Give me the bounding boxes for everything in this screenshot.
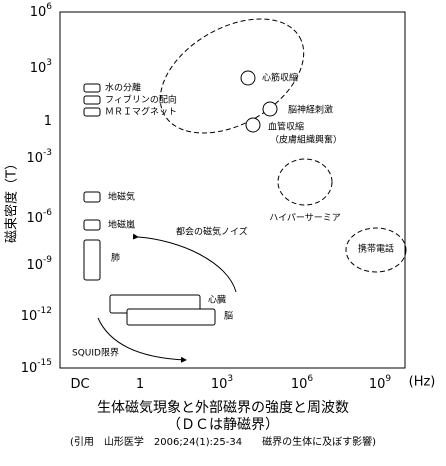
tick-base: 10	[21, 309, 38, 324]
label: 携帯電話	[358, 243, 394, 255]
x-tick-label: 109	[369, 374, 392, 392]
curve	[97, 317, 187, 363]
x-tick-label: 103	[211, 374, 233, 392]
tick-exponent: 9	[385, 374, 391, 384]
caption-subtitle: （ＤＣは静磁界）	[167, 417, 279, 433]
region	[83, 107, 101, 117]
region	[83, 219, 101, 231]
label: 脳	[224, 310, 233, 322]
region-dashed	[345, 227, 407, 273]
tick-base: 10	[26, 211, 43, 226]
label: 心臓	[208, 295, 226, 306]
y-axis-title: 磁束密度（T）	[4, 157, 20, 243]
label: （皮膚組織興奮）	[270, 134, 342, 146]
region-dashed	[277, 158, 333, 206]
caption-title: 生体磁気現象と外部磁界の強度と周波数	[97, 400, 349, 416]
y-tick-label: 10-12	[21, 306, 52, 324]
tick-exponent: 3	[46, 58, 52, 68]
y-tick-label: 10-15	[21, 358, 52, 376]
tick-base: DC	[70, 377, 89, 392]
y-tick-label: 10-3	[26, 148, 52, 166]
tick-exponent: 6	[307, 374, 313, 384]
label: フィブリンの配向	[105, 94, 177, 106]
label: SQUID限界	[72, 348, 119, 359]
region	[240, 70, 256, 86]
x-axis-unit: (Hz)	[409, 375, 436, 390]
tick-exponent: -6	[43, 208, 52, 218]
tick-exponent: -15	[37, 358, 52, 368]
label: 脳神経刺激	[288, 104, 333, 116]
region	[83, 95, 101, 105]
x-tick-label: DC	[70, 377, 89, 392]
label: 地磁気	[108, 191, 135, 203]
tick-base: 10	[26, 151, 43, 166]
tick-base: 10	[30, 5, 47, 20]
region	[83, 239, 101, 281]
region	[83, 191, 101, 203]
y-tick-label: 106	[30, 2, 53, 20]
label: 心筋収縮	[262, 72, 298, 84]
tick-base: 10	[21, 361, 38, 376]
tick-base: 1	[136, 377, 144, 392]
label: 地磁嵐	[108, 219, 135, 231]
label: ハイパーサーミア	[269, 213, 340, 224]
tick-exponent: -12	[37, 306, 52, 316]
region	[262, 101, 278, 117]
label: 血管収縮	[268, 121, 304, 133]
tick-exponent: -9	[43, 255, 52, 265]
tick-base: 10	[369, 377, 386, 392]
label: 肺	[111, 253, 120, 264]
region-dashed	[159, 18, 305, 134]
y-tick-label: 10-9	[26, 255, 52, 273]
tick-base: 1	[44, 114, 52, 129]
tick-exponent: 3	[227, 374, 233, 384]
region	[126, 308, 216, 326]
tick-exponent: 6	[46, 2, 52, 12]
tick-base: 10	[26, 258, 43, 273]
y-tick-label: 10-6	[26, 208, 52, 226]
curve	[132, 233, 237, 293]
y-tick-label: 1	[44, 114, 52, 129]
label: 都会の磁気ノイズ	[176, 226, 248, 238]
region	[245, 117, 261, 133]
region	[83, 83, 101, 93]
label: 水の分離	[105, 82, 141, 94]
tick-exponent: -3	[43, 148, 52, 158]
x-tick-label: 106	[291, 374, 314, 392]
x-tick-label: 1	[136, 377, 144, 392]
caption-source: (引用 山形医学 2006;24(1):25-34 磁界の生体に及ぼす影響)	[70, 435, 376, 448]
tick-base: 10	[291, 377, 308, 392]
tick-base: 10	[30, 61, 47, 76]
plot-frame	[59, 11, 406, 369]
tick-base: 10	[211, 377, 228, 392]
label: ＭＲＩマグネット	[105, 106, 177, 118]
y-tick-label: 103	[30, 58, 52, 76]
